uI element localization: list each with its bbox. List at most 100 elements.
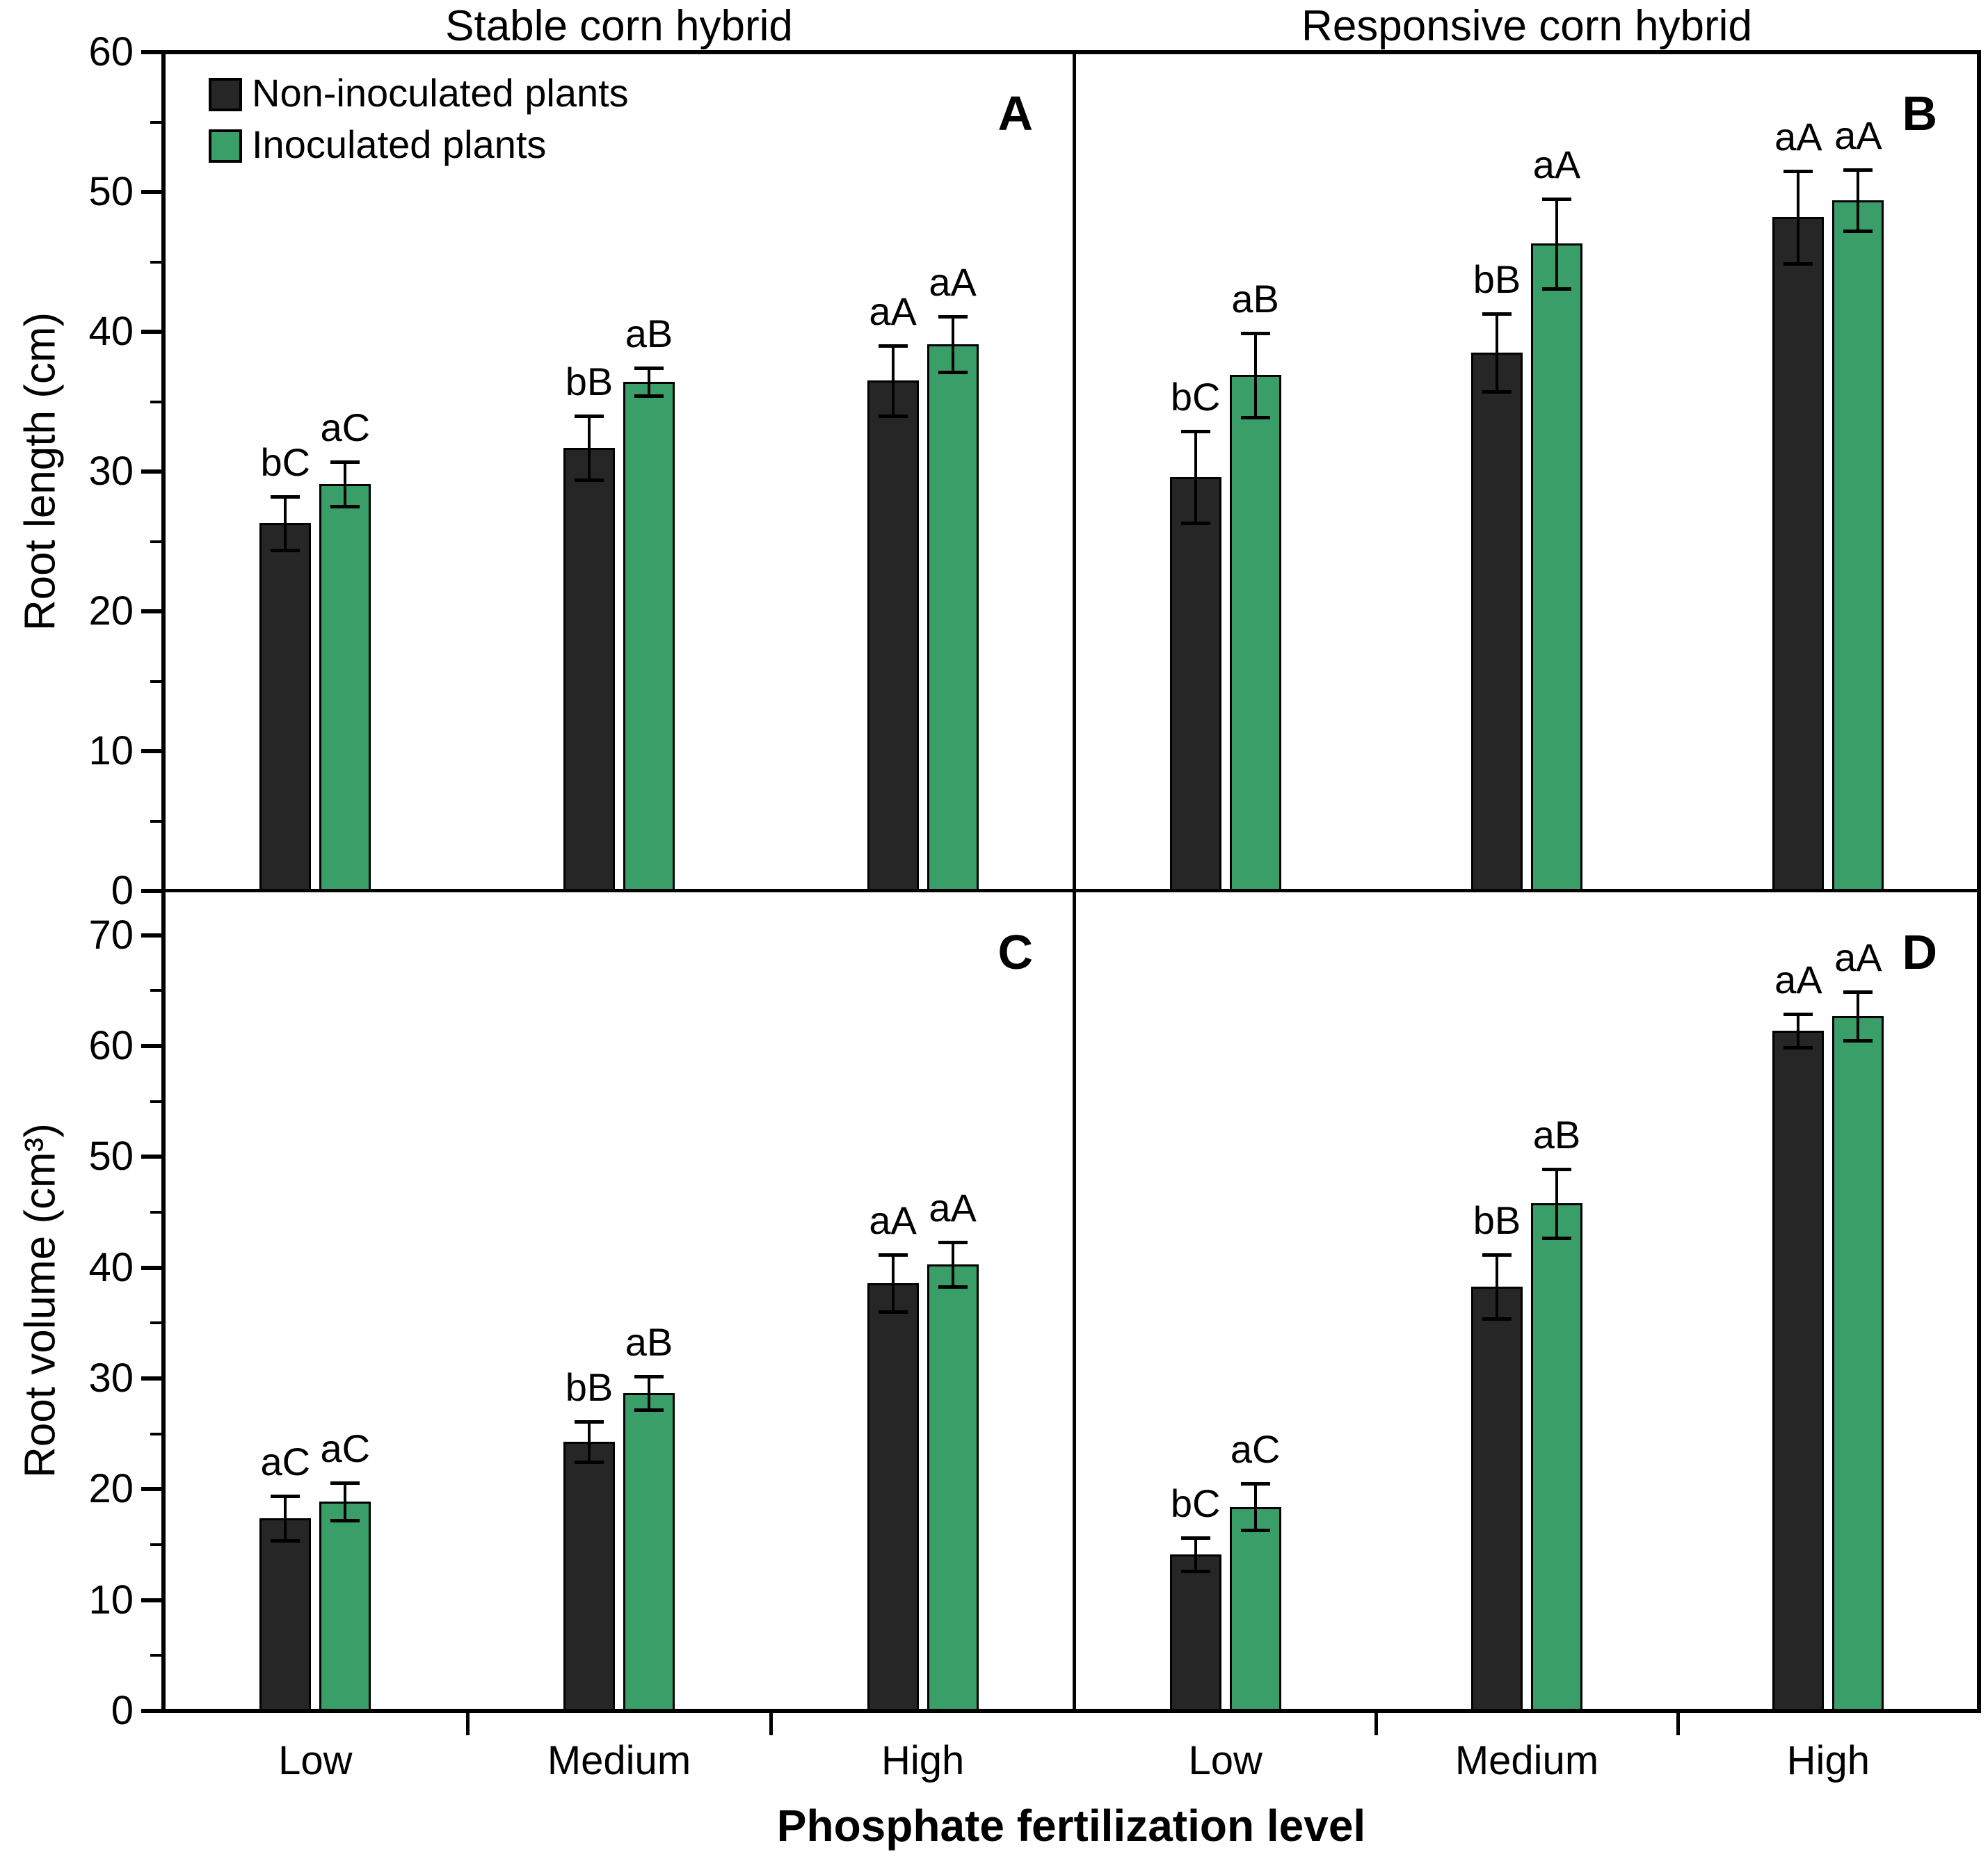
y-minor-tick xyxy=(150,540,163,543)
x-category-label: Medium xyxy=(1454,1738,1599,1783)
error-bar-cap-bottom xyxy=(271,1538,300,1543)
error-bar-cap-bottom xyxy=(1180,522,1210,526)
significance-label: aA xyxy=(929,1186,977,1230)
error-bar-line xyxy=(891,1254,895,1312)
y-tick-label: 60 xyxy=(88,29,134,74)
significance-label: bB xyxy=(1473,257,1521,301)
bar-inoculated xyxy=(1229,1506,1281,1711)
x-boundary-tick xyxy=(769,1713,773,1735)
bar-non-inoculated xyxy=(563,1441,615,1711)
y-major-tick xyxy=(141,1155,163,1159)
significance-label: aC xyxy=(320,405,371,449)
error-bar-cap-bottom xyxy=(1783,1045,1813,1049)
y-major-tick xyxy=(141,933,163,938)
error-bar-cap-top xyxy=(938,1241,968,1245)
bar-non-inoculated xyxy=(1471,353,1523,891)
error-bar-line xyxy=(344,1482,347,1520)
significance-label: aA xyxy=(1834,935,1882,979)
y-minor-tick xyxy=(150,1211,163,1214)
bar-non-inoculated xyxy=(563,447,615,891)
bar-non-inoculated xyxy=(1772,217,1825,891)
significance-label: bB xyxy=(565,1365,614,1410)
y-tick-label: 50 xyxy=(88,1134,134,1180)
error-bar-cap-bottom xyxy=(1783,262,1813,266)
bar-inoculated xyxy=(623,382,675,891)
error-bar-cap-bottom xyxy=(1843,230,1873,234)
y-minor-tick xyxy=(150,989,163,992)
error-bar-line xyxy=(1194,1538,1197,1572)
frame-right xyxy=(1977,50,1981,1713)
error-bar-cap-bottom xyxy=(1482,1317,1512,1321)
significance-label: bC xyxy=(260,440,311,485)
error-bar-cap-top xyxy=(1482,1253,1512,1257)
y-minor-tick xyxy=(150,120,163,124)
bar-inoculated xyxy=(623,1392,675,1711)
error-bar-cap-bottom xyxy=(575,1460,604,1464)
y-minor-tick xyxy=(150,1543,163,1546)
panel-divider-horizontal xyxy=(163,889,1979,892)
y-minor-tick xyxy=(150,1100,163,1103)
error-bar-cap-bottom xyxy=(1240,1529,1270,1533)
error-bar-cap-bottom xyxy=(1542,287,1571,291)
frame-top xyxy=(161,50,1981,54)
error-bar-cap-bottom xyxy=(1180,1570,1210,1574)
x-axis-title: Phosphate fertilization level xyxy=(776,1801,1366,1851)
significance-label: aB xyxy=(625,312,673,356)
y-tick-label: 10 xyxy=(88,728,134,773)
error-bar-cap-top xyxy=(1783,1012,1813,1016)
y-tick-label: 0 xyxy=(111,1688,134,1733)
error-bar-cap-top xyxy=(878,1253,908,1257)
bar-non-inoculated xyxy=(1169,477,1221,891)
y-major-tick xyxy=(141,50,163,54)
x-boundary-tick xyxy=(1676,1713,1680,1735)
y-tick-label: 30 xyxy=(88,1356,134,1401)
error-bar-cap-top xyxy=(1240,332,1270,335)
bar-non-inoculated xyxy=(867,1283,919,1711)
y-tick-label: 20 xyxy=(88,1466,134,1512)
x-category-label: High xyxy=(881,1738,965,1783)
error-bar-line xyxy=(891,346,895,416)
bar-inoculated xyxy=(1832,200,1884,891)
y-major-tick xyxy=(141,190,163,194)
error-bar-cap-bottom xyxy=(330,1518,360,1522)
error-bar-line xyxy=(1496,1254,1498,1319)
significance-label: bC xyxy=(1170,1481,1221,1526)
bar-non-inoculated xyxy=(259,523,312,891)
legend-label-non-inoculated: Non-inoculated plants xyxy=(252,71,629,115)
y-major-tick xyxy=(141,1265,163,1270)
significance-label: aC xyxy=(1230,1427,1281,1472)
error-bar-cap-top xyxy=(938,314,968,319)
y-major-tick xyxy=(141,1044,163,1049)
error-bar-cap-bottom xyxy=(330,505,360,509)
error-bar-cap-top xyxy=(1482,312,1512,316)
error-bar-cap-bottom xyxy=(1482,390,1512,394)
error-bar-cap-bottom xyxy=(1843,1039,1873,1043)
legend-swatch-inoculated xyxy=(209,129,242,163)
panel-letter: B xyxy=(1902,86,1937,140)
significance-label: bC xyxy=(1170,374,1221,419)
panel-letter: A xyxy=(997,86,1033,140)
bar-non-inoculated xyxy=(259,1518,312,1711)
frame-left xyxy=(161,50,166,1713)
error-bar-cap-top xyxy=(575,414,604,418)
y-tick-label: 70 xyxy=(88,912,134,958)
significance-label: bB xyxy=(1473,1198,1521,1242)
x-category-label: Low xyxy=(1188,1738,1262,1783)
y-major-tick xyxy=(141,1598,163,1602)
error-bar-cap-top xyxy=(330,1481,360,1485)
y-major-tick xyxy=(141,330,163,334)
significance-label: aA xyxy=(1774,957,1822,1002)
y-tick-label: 40 xyxy=(88,1244,134,1290)
error-bar-line xyxy=(284,1495,287,1541)
error-bar-cap-top xyxy=(575,1420,604,1424)
y-minor-tick xyxy=(150,679,163,683)
y-major-tick xyxy=(141,1709,163,1713)
y-major-tick xyxy=(141,609,163,613)
y-major-tick xyxy=(141,1376,163,1381)
error-bar-cap-top xyxy=(1240,1482,1270,1486)
x-category-label: High xyxy=(1786,1738,1870,1783)
y-tick-label: 60 xyxy=(88,1023,134,1069)
significance-label: aB xyxy=(625,1319,673,1364)
y-tick-label: 30 xyxy=(88,449,134,494)
